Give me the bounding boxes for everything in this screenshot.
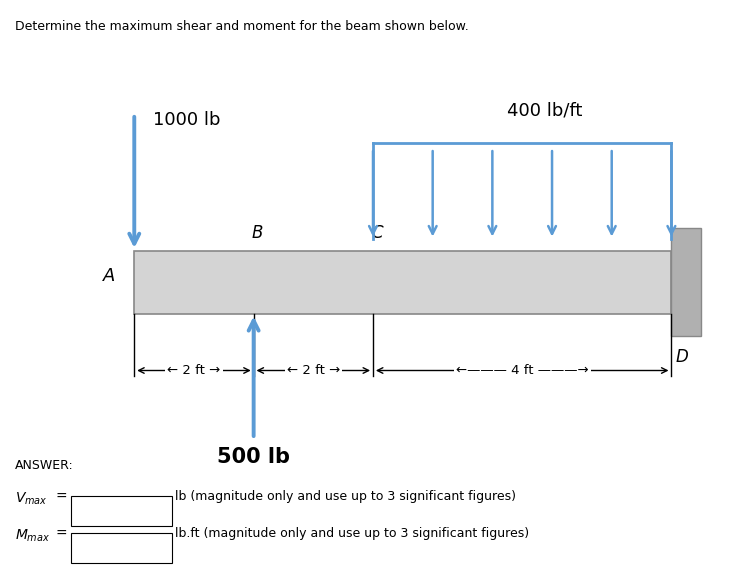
Text: $M_{max}$: $M_{max}$ bbox=[15, 527, 50, 544]
Text: 1000 lb: 1000 lb bbox=[153, 111, 220, 129]
Text: C: C bbox=[371, 224, 383, 242]
Text: 500 lb: 500 lb bbox=[217, 447, 290, 467]
Text: 400 lb/ft: 400 lb/ft bbox=[507, 101, 583, 120]
Bar bbox=[71, 533, 172, 563]
Text: Determine the maximum shear and moment for the beam shown below.: Determine the maximum shear and moment f… bbox=[15, 20, 468, 33]
Text: ← 2 ft →: ← 2 ft → bbox=[167, 364, 221, 377]
Text: =: = bbox=[56, 527, 68, 542]
Text: ←——— 4 ft ———→: ←——— 4 ft ———→ bbox=[456, 364, 589, 377]
Text: ANSWER:: ANSWER: bbox=[15, 459, 74, 472]
Text: B: B bbox=[251, 224, 263, 242]
Text: A: A bbox=[103, 267, 116, 286]
Bar bbox=[671, 228, 701, 336]
Text: lb.ft (magnitude only and use up to 3 significant figures): lb.ft (magnitude only and use up to 3 si… bbox=[175, 527, 530, 540]
Text: ← 2 ft →: ← 2 ft → bbox=[286, 364, 340, 377]
Text: $V_{max}$: $V_{max}$ bbox=[15, 490, 48, 507]
Text: =: = bbox=[56, 490, 68, 504]
FancyBboxPatch shape bbox=[134, 251, 671, 314]
Text: lb (magnitude only and use up to 3 significant figures): lb (magnitude only and use up to 3 signi… bbox=[175, 490, 516, 503]
Bar bbox=[71, 496, 172, 526]
Text: D: D bbox=[675, 348, 688, 366]
